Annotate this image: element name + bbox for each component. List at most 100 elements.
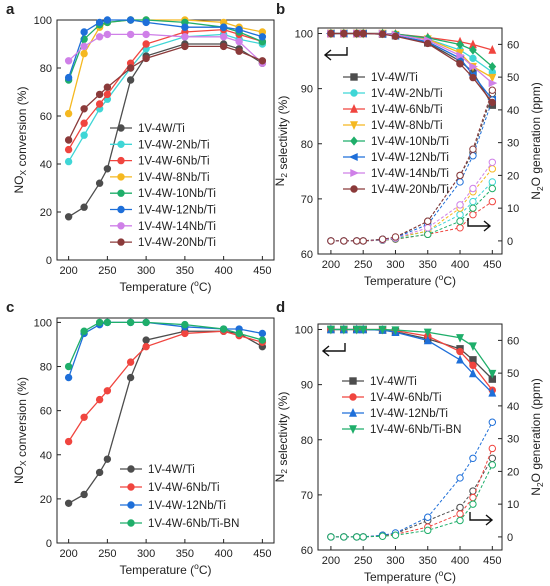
legend: 1V-4W/Ti 1V-4W-2Nb/Ti 1V-4W-6Nb/Ti 1V-4W-8N… xyxy=(110,123,216,249)
selectivity-point xyxy=(456,39,464,50)
data-point xyxy=(142,30,150,39)
data-point xyxy=(95,468,104,477)
n2o-point xyxy=(456,224,464,232)
data-point xyxy=(103,16,112,24)
y-axis-label: N2 selectivity (%) xyxy=(273,96,290,187)
series-line xyxy=(68,33,263,64)
panel-d: d 200 250 300 350 400 450 60 70 80 90 100 0 10 20 30 40 5… xyxy=(273,299,545,584)
data-point xyxy=(103,455,112,463)
n2o-point xyxy=(391,233,400,241)
n2o-line xyxy=(330,168,493,242)
n2o-point xyxy=(359,533,367,541)
legend-label: 1V-4W/Ti xyxy=(370,376,417,388)
panel-letter: a xyxy=(6,1,15,18)
legend-marker xyxy=(348,153,358,161)
legend-marker xyxy=(117,173,125,181)
panel-c: c 200 250 300 350 400 450 0 20 40 60 80 100 Temperatu… xyxy=(6,299,275,577)
legend-marker xyxy=(349,393,357,401)
y2-tick-label: 20 xyxy=(507,466,519,478)
legend-label: 1V-4W-6Nb/Ti xyxy=(371,104,443,116)
selectivity-point xyxy=(327,29,335,38)
x-tick-label: 300 xyxy=(386,259,404,271)
series-line xyxy=(68,45,263,141)
x-tick-label: 400 xyxy=(451,259,469,271)
y2-tick-label: 30 xyxy=(507,434,519,446)
y-tick-label: 0 xyxy=(46,538,52,550)
n2o-point xyxy=(488,418,497,426)
data-point xyxy=(181,42,189,51)
n2o-point xyxy=(456,210,464,219)
data-point xyxy=(258,329,267,338)
y2-tick-label: 60 xyxy=(507,335,519,347)
selectivity-point xyxy=(456,60,464,68)
legend-label: 1V-4W-8Nb/Ti xyxy=(371,120,443,132)
data-point xyxy=(103,165,112,173)
legend: 1V-4W/Ti 1V-4W-6Nb/Ti 1V-4W-12Nb/Ti 1V-4W-6… xyxy=(342,376,461,436)
y-tick-label: 60 xyxy=(40,406,52,418)
y2-tick-label: 0 xyxy=(507,532,513,544)
data-point xyxy=(95,179,104,187)
legend-label: 1V-4W-10Nb/Ti xyxy=(371,136,449,148)
y-tick-label: 100 xyxy=(295,29,313,41)
n2o-point xyxy=(456,503,464,512)
x-tick-label: 300 xyxy=(137,548,155,560)
legend-marker xyxy=(117,189,125,197)
data-point xyxy=(142,18,150,27)
data-point xyxy=(64,57,73,65)
legend-marker xyxy=(117,205,125,214)
y-tick-label: 60 xyxy=(40,111,52,123)
data-point xyxy=(64,499,73,507)
selectivity-point xyxy=(456,347,464,356)
data-point xyxy=(126,318,135,327)
legend-marker xyxy=(350,169,360,177)
data-point xyxy=(258,57,267,65)
series-line xyxy=(68,321,263,367)
x-tick-label: 250 xyxy=(354,555,372,567)
legend-marker xyxy=(127,501,135,509)
selectivity-point xyxy=(469,54,477,63)
plot-frame xyxy=(56,317,275,544)
data-point xyxy=(181,33,189,41)
data-point xyxy=(80,413,88,421)
y-tick-label: 70 xyxy=(301,194,313,206)
n2o-point xyxy=(456,171,464,180)
selectivity-point xyxy=(340,29,348,38)
n2o-point xyxy=(469,204,477,212)
x-tick-label: 300 xyxy=(137,265,155,277)
data-point xyxy=(258,336,267,344)
legend-marker xyxy=(349,407,357,417)
n2o-line xyxy=(330,188,493,242)
legend-marker xyxy=(127,465,135,473)
series-line xyxy=(68,19,263,78)
y-axis-label: NOX conversion (%) xyxy=(12,87,29,194)
series-1V-4W-12Nb/Ti xyxy=(64,16,267,82)
selectivity-point xyxy=(378,30,387,38)
series-1V-4W-6Nb/Ti-BN xyxy=(326,325,497,541)
data-point xyxy=(80,327,88,335)
y-tick-label: 80 xyxy=(40,362,52,374)
data-point xyxy=(219,42,228,51)
selectivity-point xyxy=(456,334,465,343)
data-point xyxy=(126,64,135,72)
y-tick-label: 100 xyxy=(295,325,313,337)
data-point xyxy=(80,49,88,58)
data-point xyxy=(235,37,243,46)
selectivity-point xyxy=(488,79,498,88)
y-axis-label: N2 selectivity (%) xyxy=(273,392,290,483)
n2o-point xyxy=(488,197,497,206)
data-point xyxy=(181,320,189,329)
n2o-point xyxy=(456,217,464,225)
selectivity-line xyxy=(330,328,493,374)
data-point xyxy=(95,18,104,27)
n2o-point xyxy=(488,444,497,453)
n2o-point xyxy=(469,145,477,153)
x-tick-label: 250 xyxy=(354,259,372,271)
legend-marker xyxy=(350,103,358,113)
data-point xyxy=(126,358,135,366)
series-1V-4W-20Nb/Ti xyxy=(327,29,497,245)
selectivity-point xyxy=(391,326,400,336)
n2o-point xyxy=(456,178,464,186)
legend-marker xyxy=(349,425,357,435)
n2o-point xyxy=(456,201,464,209)
